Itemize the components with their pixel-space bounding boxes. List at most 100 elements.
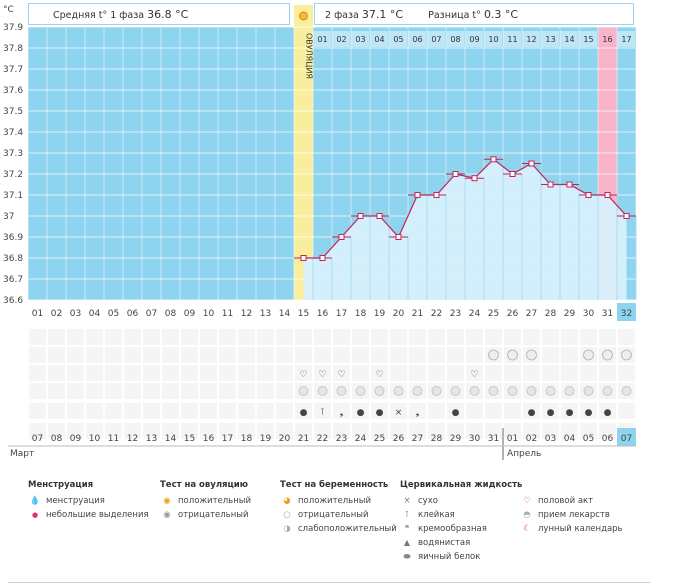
- cycle-day-label: 09: [184, 309, 196, 319]
- event-cell: [295, 365, 312, 381]
- phase2-day-label: 10: [488, 35, 498, 44]
- cycle-day-label: 17: [336, 309, 347, 319]
- heart-icon: ♡: [299, 370, 307, 380]
- event-cell: [276, 329, 293, 345]
- event-cell: [409, 423, 426, 439]
- pill-icon: [412, 386, 423, 396]
- pill-icon: [317, 386, 328, 396]
- cycle-day-label: 27: [526, 309, 537, 319]
- event-cell: [181, 329, 198, 345]
- mucus-icon: ●: [376, 408, 384, 418]
- event-cell: [371, 403, 388, 419]
- pill-icon: [526, 386, 537, 396]
- y-tick-label: 37.9: [3, 23, 23, 33]
- mucus-icon: ❟: [416, 408, 420, 418]
- legend-menstruation-title: Менструация: [28, 480, 94, 490]
- cycle-day-label: 01: [32, 309, 43, 319]
- temperature-point: [395, 234, 402, 240]
- calendar-date-label: 04: [564, 434, 576, 444]
- cycle-day-label: 31: [602, 309, 613, 319]
- event-cell: [105, 365, 122, 381]
- cycle-day-label: 05: [108, 309, 119, 319]
- event-cell: [466, 403, 483, 419]
- phase1-summary: Средняя t° 1 фаза 36.8 °C: [28, 3, 290, 25]
- cycle-day-label: 06: [127, 309, 139, 319]
- event-cell: [371, 329, 388, 345]
- event-cell: [352, 403, 369, 419]
- event-cell: [618, 403, 635, 419]
- ovulation-negative-icon: ◉: [163, 510, 171, 520]
- event-cell: [219, 423, 236, 439]
- pregnancy-test-mark: [621, 349, 632, 361]
- event-cell: [618, 329, 635, 345]
- event-cell: [447, 365, 464, 381]
- calendar-date-label: 03: [545, 434, 556, 444]
- event-cell: [409, 329, 426, 345]
- event-cell: [48, 329, 65, 345]
- month-label: Март: [10, 449, 34, 459]
- phase2-day-cell: [332, 31, 350, 47]
- event-cell: [124, 403, 141, 419]
- event-cell: [86, 365, 103, 381]
- cycle-day-label: 12: [241, 309, 252, 319]
- event-cell: [561, 403, 578, 419]
- legend-other: ♡ половой акт ◓ прием лекарств ☾ лунный кал…: [520, 494, 622, 536]
- event-cell: [143, 403, 160, 419]
- phase2-day-label: 11: [507, 35, 517, 44]
- cycle-day-label: 30: [583, 309, 595, 319]
- pill-icon: ◓: [523, 510, 531, 520]
- event-cell: [181, 383, 198, 399]
- diff-value: 0.3 °C: [483, 8, 519, 21]
- pregnancy-positive-icon: ◕: [283, 496, 291, 506]
- phase2-day-label: 17: [621, 35, 631, 44]
- y-tick-label: 37.1: [3, 191, 23, 201]
- cycle-day-label: 25: [488, 309, 499, 319]
- event-cell: [143, 423, 160, 439]
- event-cell: [86, 329, 103, 345]
- event-cell: [523, 365, 540, 381]
- phase2-day-label: 15: [583, 35, 593, 44]
- event-cell: [29, 423, 46, 439]
- phase2-day-label: 16: [602, 35, 612, 44]
- phase2-column: [313, 27, 332, 300]
- pill-icon: [355, 386, 366, 396]
- cycle-day-label: 19: [374, 309, 386, 319]
- pregnancy-weak-icon: ◑: [283, 524, 291, 534]
- event-cell: [86, 403, 103, 419]
- event-cell: [371, 365, 388, 381]
- event-cell: [618, 365, 635, 381]
- cycle-day-label: 02: [51, 309, 62, 319]
- calendar-date-label: 07: [621, 434, 632, 444]
- event-cell: [390, 365, 407, 381]
- y-tick-label: 37.5: [3, 107, 23, 117]
- event-cell: [200, 347, 217, 363]
- event-cell: [561, 423, 578, 439]
- phase2-day-label: 04: [374, 35, 384, 44]
- phase2-day-cell: [541, 31, 559, 47]
- event-cell: [67, 329, 84, 345]
- legend-pregnancy-title: Тест на беременность: [280, 480, 389, 490]
- event-cell: [124, 365, 141, 381]
- event-cell: [143, 383, 160, 399]
- event-cell: [200, 365, 217, 381]
- event-cell: [485, 423, 502, 439]
- temperature-point: [319, 255, 326, 261]
- legend: Менструация 💧 менструация ● небольшие выде…: [28, 480, 648, 570]
- event-cell: [409, 347, 426, 363]
- event-cell: [295, 403, 312, 419]
- pill-icon: [374, 386, 385, 396]
- calendar-date-label: 26: [393, 434, 405, 444]
- event-cell: [466, 423, 483, 439]
- event-cell: [86, 383, 103, 399]
- event-cell: [371, 423, 388, 439]
- event-cell: [124, 347, 141, 363]
- watery-icon: ▲: [403, 538, 411, 547]
- event-cell: [352, 423, 369, 439]
- event-cell: [466, 365, 483, 381]
- legend-ovulation-title: Тест на овуляцию: [160, 480, 249, 490]
- pill-icon: [450, 386, 461, 396]
- heart-icon: ♡: [337, 370, 345, 380]
- phase2-day-label: 07: [431, 35, 441, 44]
- event-cell: [542, 423, 559, 439]
- cycle-day-label: 18: [355, 309, 367, 319]
